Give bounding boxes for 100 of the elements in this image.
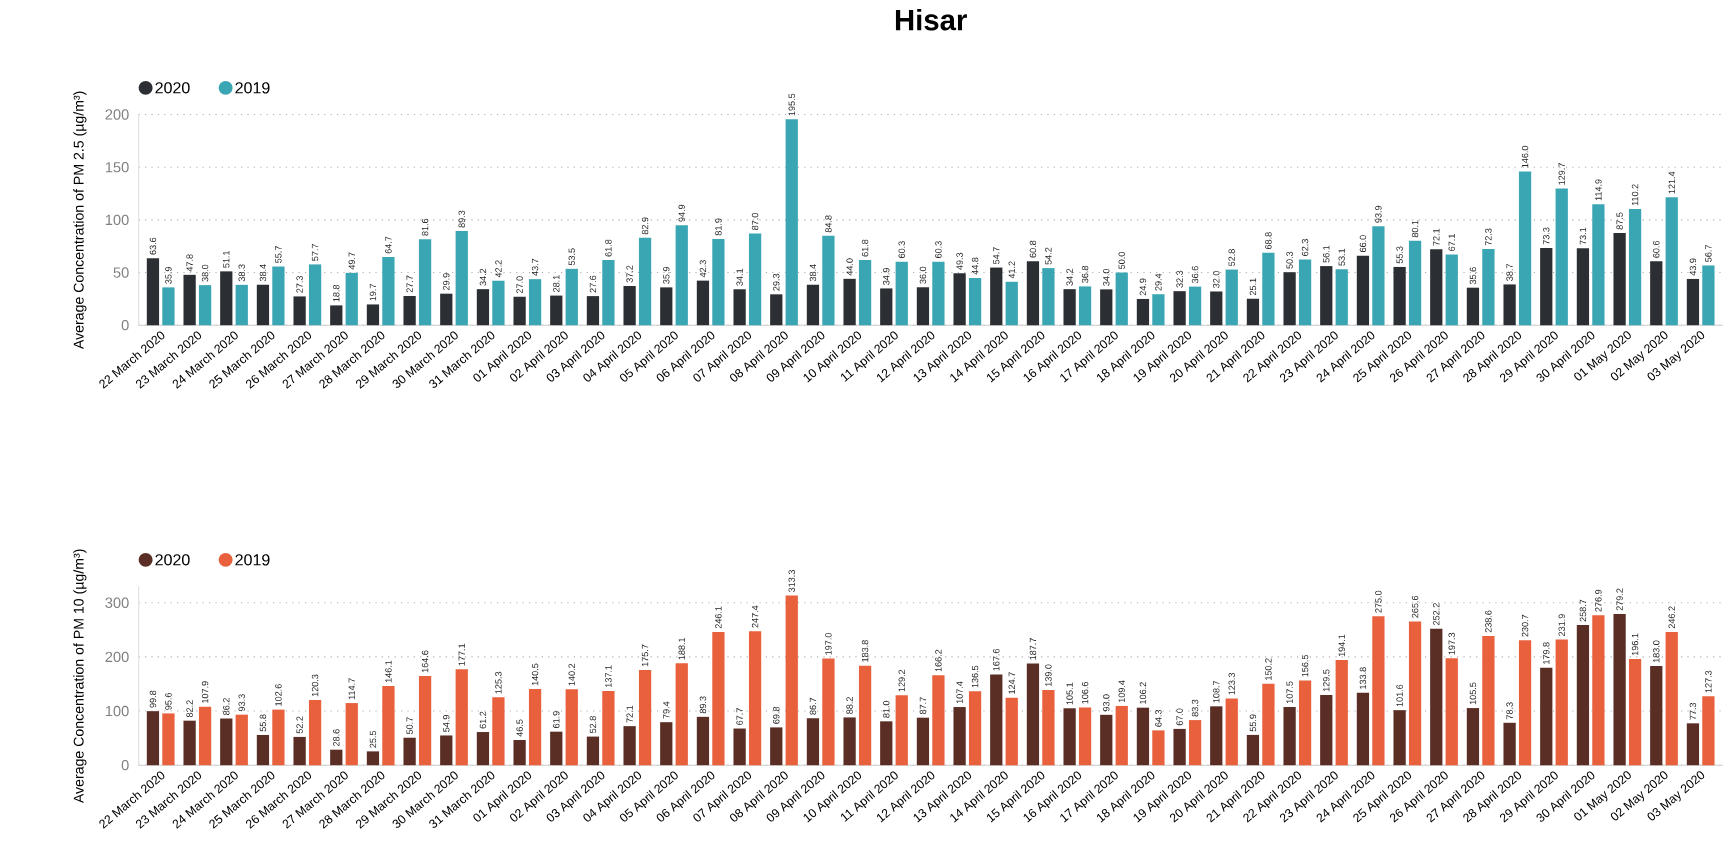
bar: [1115, 272, 1128, 326]
bar: [916, 717, 930, 766]
bar: [785, 595, 798, 766]
bar: [660, 722, 673, 766]
bar: [1503, 722, 1516, 766]
bar: [990, 267, 1003, 326]
bar: [418, 239, 432, 326]
bar: [1430, 249, 1443, 326]
bar: [1372, 616, 1385, 766]
bar: [403, 737, 416, 766]
bar: [822, 235, 835, 326]
bar: [440, 293, 453, 326]
bar: [1628, 209, 1642, 326]
bar: [990, 674, 1003, 766]
bar: [1100, 714, 1113, 766]
bar: [565, 689, 578, 766]
bar: [1518, 171, 1532, 326]
legend-label: 2020: [155, 82, 190, 94]
bar: [1005, 697, 1018, 766]
bar: [513, 296, 526, 326]
bar: [528, 279, 542, 326]
bar: [1592, 615, 1605, 766]
bar: [953, 707, 966, 766]
bar: [492, 697, 505, 766]
bar: [235, 714, 248, 766]
bar: [1613, 233, 1626, 326]
bar: [968, 278, 982, 326]
bar: [1665, 197, 1678, 326]
bar: [1503, 284, 1516, 326]
bar: [586, 296, 600, 326]
bar: [602, 260, 615, 326]
bar: [476, 732, 490, 766]
bar: [308, 264, 322, 326]
bar: [146, 711, 160, 766]
bar: [932, 261, 945, 326]
bar: [220, 718, 233, 766]
bar: [623, 726, 636, 766]
bar: [880, 721, 893, 766]
bar: [748, 631, 762, 766]
bar: [660, 287, 673, 326]
bar: [366, 304, 380, 326]
bar: [733, 728, 746, 766]
bar: [1393, 267, 1406, 326]
bar: [382, 686, 395, 766]
bar: [1173, 728, 1186, 766]
bar: [492, 280, 505, 326]
bar: [1576, 248, 1590, 326]
bar: [162, 287, 175, 326]
bar: [712, 238, 725, 326]
bar: [638, 237, 652, 326]
bar: [198, 706, 212, 766]
bar: [293, 736, 306, 766]
bar: [675, 663, 688, 766]
bar: [968, 691, 982, 766]
bar: [1686, 723, 1700, 766]
bar: [1042, 268, 1055, 326]
bar: [1210, 706, 1223, 766]
bar: [1408, 240, 1422, 326]
bar: [1592, 204, 1605, 326]
bar: [733, 289, 746, 326]
bar: [806, 718, 820, 766]
bar: [1026, 261, 1040, 326]
bar: [455, 669, 468, 766]
bar: [550, 295, 563, 326]
bar: [1320, 695, 1333, 766]
bar: [1100, 289, 1113, 326]
bar: [330, 749, 343, 766]
bar: [953, 273, 966, 326]
bar: [1173, 291, 1186, 326]
bar: [183, 720, 196, 766]
legend-label: 2019: [235, 82, 270, 94]
bar: [1628, 659, 1642, 766]
bar: [880, 288, 893, 326]
bar: [1078, 707, 1092, 766]
bar: [895, 261, 908, 326]
bar: [623, 286, 636, 326]
bar: [1555, 188, 1568, 326]
bar: [256, 284, 270, 326]
bar: [1393, 710, 1406, 766]
bar: [1445, 658, 1458, 766]
bar: [1540, 248, 1553, 326]
bar: [162, 713, 175, 766]
bar: [1210, 291, 1223, 326]
bar: [822, 658, 835, 766]
bar: [770, 294, 783, 326]
bar: [1283, 707, 1296, 766]
bar: [1078, 286, 1092, 326]
bar: [1356, 692, 1370, 766]
bar: [586, 736, 600, 766]
bar: [1686, 279, 1700, 326]
bar: [1262, 683, 1275, 766]
bar: [476, 289, 490, 326]
bar: [1702, 696, 1715, 766]
bar: [308, 700, 322, 766]
bar: [565, 268, 578, 326]
bar: [843, 717, 856, 766]
bar: [1136, 707, 1150, 766]
bar: [1408, 621, 1422, 766]
bar: [858, 665, 872, 766]
bar: [806, 284, 820, 326]
